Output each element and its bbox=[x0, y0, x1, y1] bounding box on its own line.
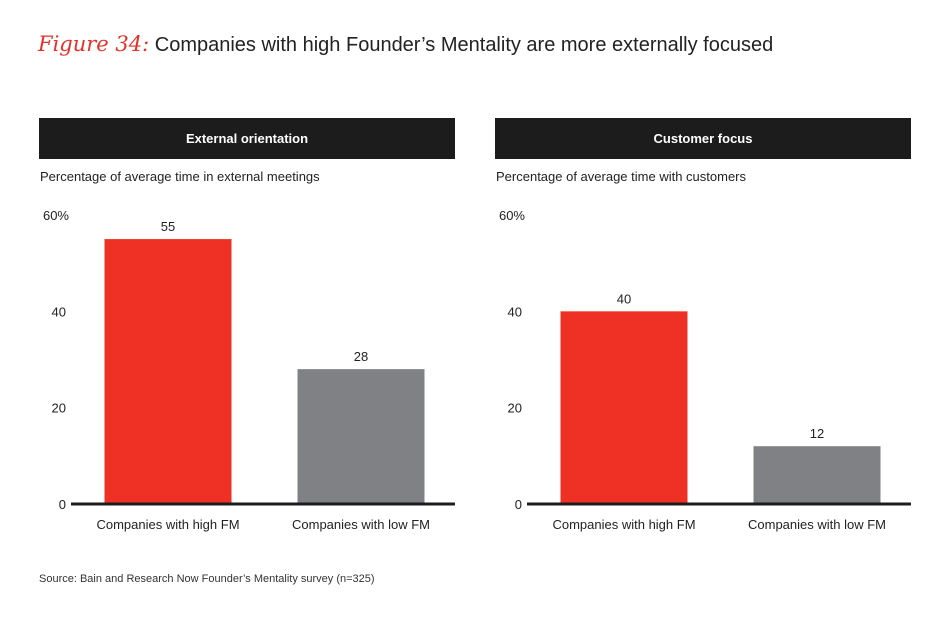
figure-title-text: Companies with high Founder’s Mentality … bbox=[154, 34, 774, 56]
x-tick-label: Companies with low FM bbox=[292, 517, 430, 532]
x-tick-label: Companies with low FM bbox=[748, 517, 886, 532]
chart-ylabel: Percentage of average time with customer… bbox=[496, 169, 747, 184]
figure-label: Figure 34: bbox=[38, 32, 150, 56]
data-label: 12 bbox=[810, 426, 824, 441]
data-label: 55 bbox=[161, 219, 175, 234]
chart-panel-customer-focus: Customer focus Percentage of average tim… bbox=[495, 118, 911, 538]
y-tick-label: 20 bbox=[508, 401, 522, 416]
bar bbox=[104, 239, 232, 504]
chart-panel-external-orientation: External orientation Percentage of avera… bbox=[39, 118, 455, 538]
chart-ylabel: Percentage of average time in external m… bbox=[40, 169, 320, 184]
source-note: Source: Bain and Research Now Founder’s … bbox=[39, 573, 375, 585]
x-tick-label: Companies with high FM bbox=[552, 517, 695, 532]
data-label: 28 bbox=[354, 349, 368, 364]
bar bbox=[753, 446, 881, 504]
figure-title: Figure 34: Companies with high Founder’s… bbox=[38, 32, 773, 57]
data-label: 40 bbox=[617, 291, 631, 306]
y-tick-label: 0 bbox=[59, 497, 66, 512]
bar bbox=[560, 311, 688, 504]
bar bbox=[297, 369, 425, 504]
y-tick-label: 40 bbox=[52, 304, 66, 319]
chart-header: Customer focus bbox=[495, 118, 911, 159]
bar-chart-customer-focus: 0 20 40 60% 40 Companies with high FM 12 Compan… bbox=[499, 208, 911, 532]
y-tick-label: 20 bbox=[52, 401, 66, 416]
y-tick-label: 60% bbox=[43, 208, 69, 223]
x-tick-label: Companies with high FM bbox=[96, 517, 239, 532]
y-tick-label: 60% bbox=[499, 208, 525, 223]
y-tick-label: 40 bbox=[508, 304, 522, 319]
y-tick-label: 0 bbox=[515, 497, 522, 512]
chart-header: External orientation bbox=[39, 118, 455, 159]
bar-chart-external-orientation: 0 20 40 60% 55 Companies with high FM 28 Compan… bbox=[43, 208, 455, 532]
